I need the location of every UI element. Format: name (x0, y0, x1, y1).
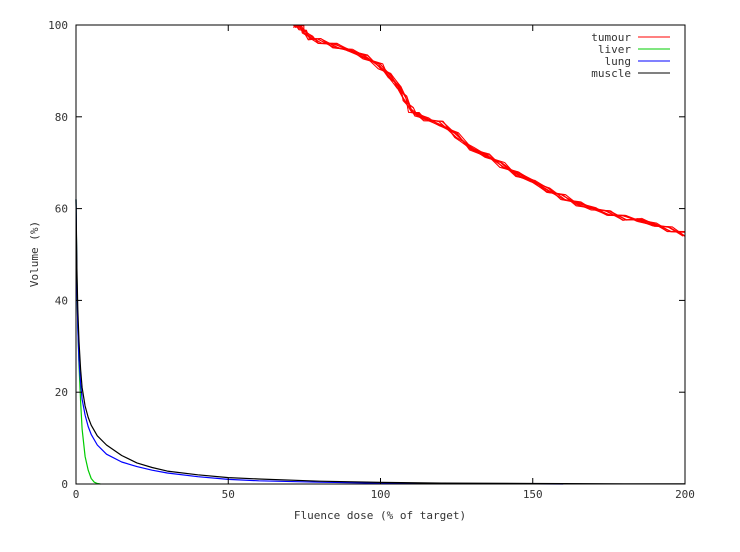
series-line-lung (75, 199, 564, 485)
series-line-tumour-10 (293, 24, 686, 232)
legend-label-tumour: tumour (591, 31, 631, 44)
x-tick-label: 0 (73, 488, 80, 501)
y-tick-label: 100 (48, 19, 68, 32)
axis-ticks: 0 50 100 150 200 0 20 40 60 80 100 (48, 19, 695, 501)
y-tick-label: 0 (61, 478, 68, 491)
y-tick-label: 40 (55, 294, 68, 307)
x-tick-label: 200 (675, 488, 695, 501)
x-tick-label: 50 (222, 488, 235, 501)
y-axis-label: Volume (%) (28, 221, 41, 287)
series-line-muscle (75, 199, 686, 485)
legend-label-lung: lung (605, 55, 632, 68)
x-tick-label: 150 (523, 488, 543, 501)
x-tick-label: 100 (371, 488, 391, 501)
y-tick-label: 80 (55, 111, 68, 124)
legend-label-muscle: muscle (591, 67, 631, 80)
series-line-tumour-11 (292, 24, 686, 237)
series-layer (75, 24, 686, 485)
legend-label-liver: liver (598, 43, 631, 56)
y-tick-label: 60 (55, 203, 68, 216)
y-tick-label: 20 (55, 386, 68, 399)
x-axis-label: Fluence dose (% of target) (294, 509, 466, 522)
